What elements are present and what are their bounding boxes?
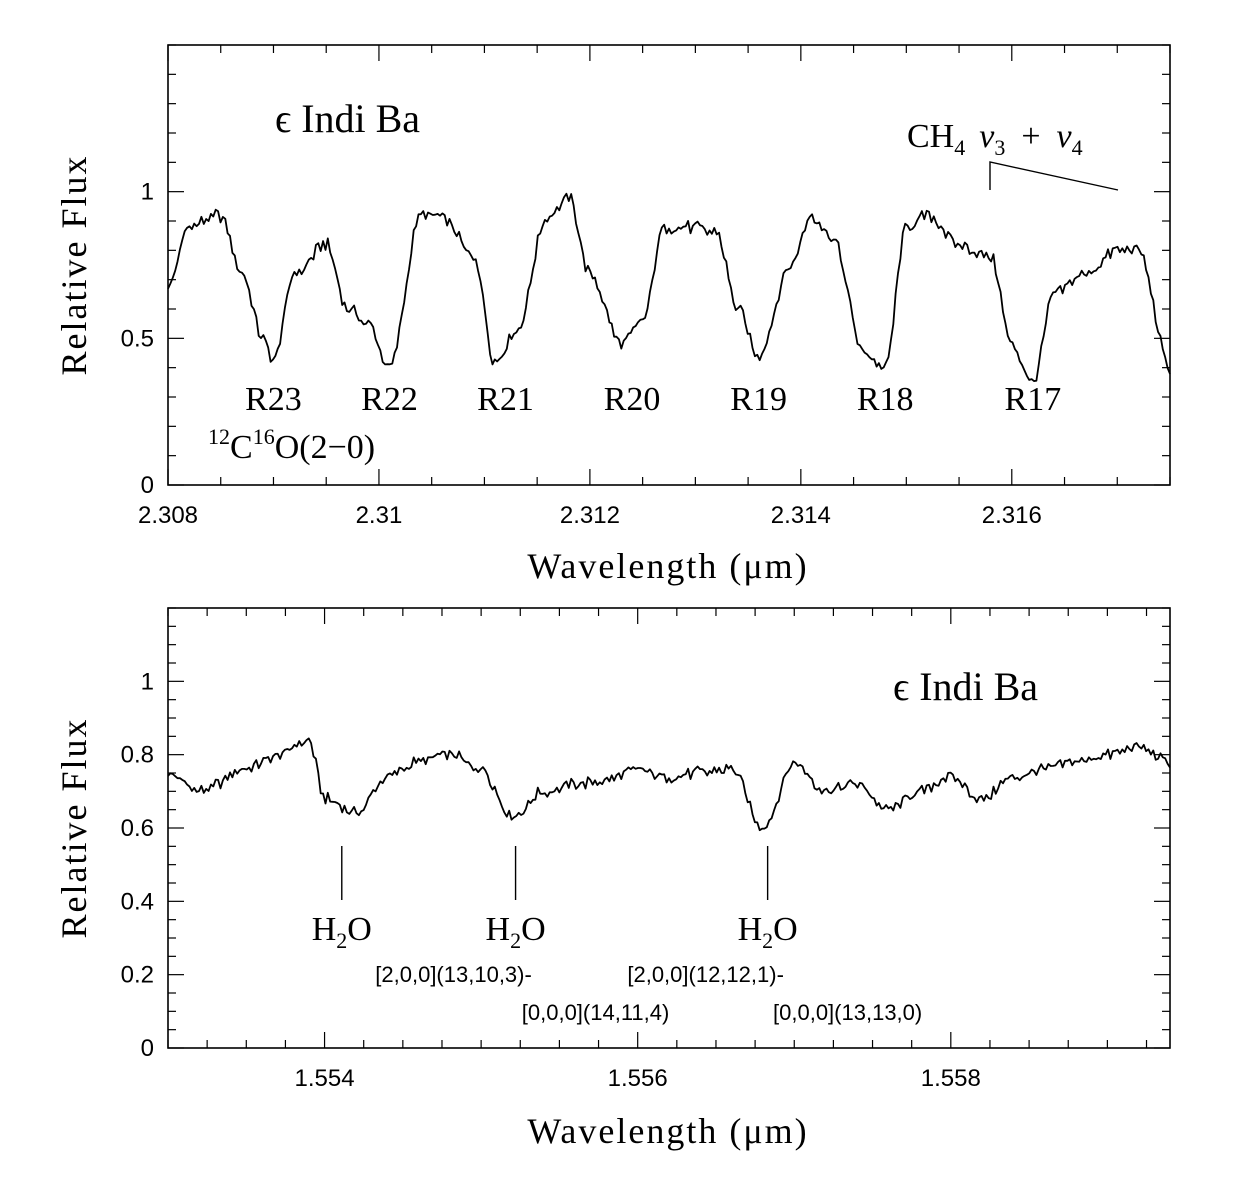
co-line-label: R23: [245, 381, 302, 418]
h2o-label: H2O: [738, 911, 798, 953]
y-tick-label: 1: [141, 179, 154, 206]
h2o-spectrum-line: [167, 737, 1171, 832]
y-tick-label: 0.8: [121, 742, 154, 769]
x-tick-label: 2.312: [560, 502, 620, 529]
x-tick-label: 1.554: [295, 1065, 355, 1092]
h2o-panel-ylabel: Relative Flux: [54, 718, 94, 939]
y-tick-label: 0.2: [121, 962, 154, 989]
co-band-label: 12C16O(2−0): [208, 424, 375, 466]
co-line-labels: R23 R22 R21 R20 R19 R18 R17: [245, 381, 1061, 418]
co-panel-tick-labels: 2.308 2.31 2.312 2.314 2.316 0 0.5 1: [121, 179, 1042, 529]
h2o-transition-upper: [2,0,0](13,10,3)-: [375, 962, 532, 987]
y-tick-label: 0: [141, 1035, 154, 1062]
co-panel-xlabel: Wavelength (μm): [527, 546, 808, 586]
co-spectrum-line: [167, 192, 1171, 382]
h2o-label: H2O: [312, 911, 372, 953]
co-line-label: R19: [730, 381, 787, 418]
y-tick-label: 1: [141, 668, 154, 695]
x-tick-label: 2.308: [138, 502, 198, 529]
co-line-label: R18: [857, 381, 914, 418]
h2o-transition-lower: [0,0,0](13,13,0): [773, 1000, 922, 1025]
h2o-panel-tick-labels: 1.554 1.556 1.558 0 0.2 0.4 0.6 0.8 1: [121, 668, 981, 1092]
x-tick-label: 2.31: [356, 502, 403, 529]
x-tick-label: 2.314: [771, 502, 831, 529]
h2o-panel-xlabel: Wavelength (μm): [527, 1111, 808, 1151]
co-panel-ticks: [167, 44, 1171, 486]
co-line-label: R17: [1005, 381, 1062, 418]
x-tick-label: 1.558: [921, 1065, 981, 1092]
ch4-band-marker: [989, 161, 1119, 191]
co-panel-title: ϵ Indi Ba: [275, 96, 420, 141]
co-line-label: R21: [477, 381, 534, 418]
y-tick-label: 0.5: [121, 325, 154, 352]
y-tick-label: 0.6: [121, 815, 154, 842]
ch4-band-label: CH4 ν3 + ν4: [907, 118, 1083, 160]
h2o-transition-upper: [2,0,0](12,12,1)-: [627, 962, 784, 987]
co-line-label: R20: [604, 381, 661, 418]
y-tick-label: 0: [141, 472, 154, 499]
co-panel-frame: [167, 44, 1171, 486]
y-tick-label: 0.4: [121, 888, 154, 915]
h2o-panel-title: ϵ Indi Ba: [893, 664, 1038, 709]
co-line-label: R22: [361, 381, 418, 418]
h2o-label: H2O: [486, 911, 546, 953]
co-panel-ylabel: Relative Flux: [54, 155, 94, 376]
h2o-panel-ticks: [167, 607, 1170, 1049]
x-tick-label: 2.316: [982, 502, 1042, 529]
x-tick-label: 1.556: [608, 1065, 668, 1092]
h2o-transition-lower: [0,0,0](14,11,4): [522, 1000, 670, 1025]
h2o-line-annotations: H2O H2O[2,0,0](13,10,3)-[0,0,0](14,11,4)H…: [312, 846, 922, 1025]
